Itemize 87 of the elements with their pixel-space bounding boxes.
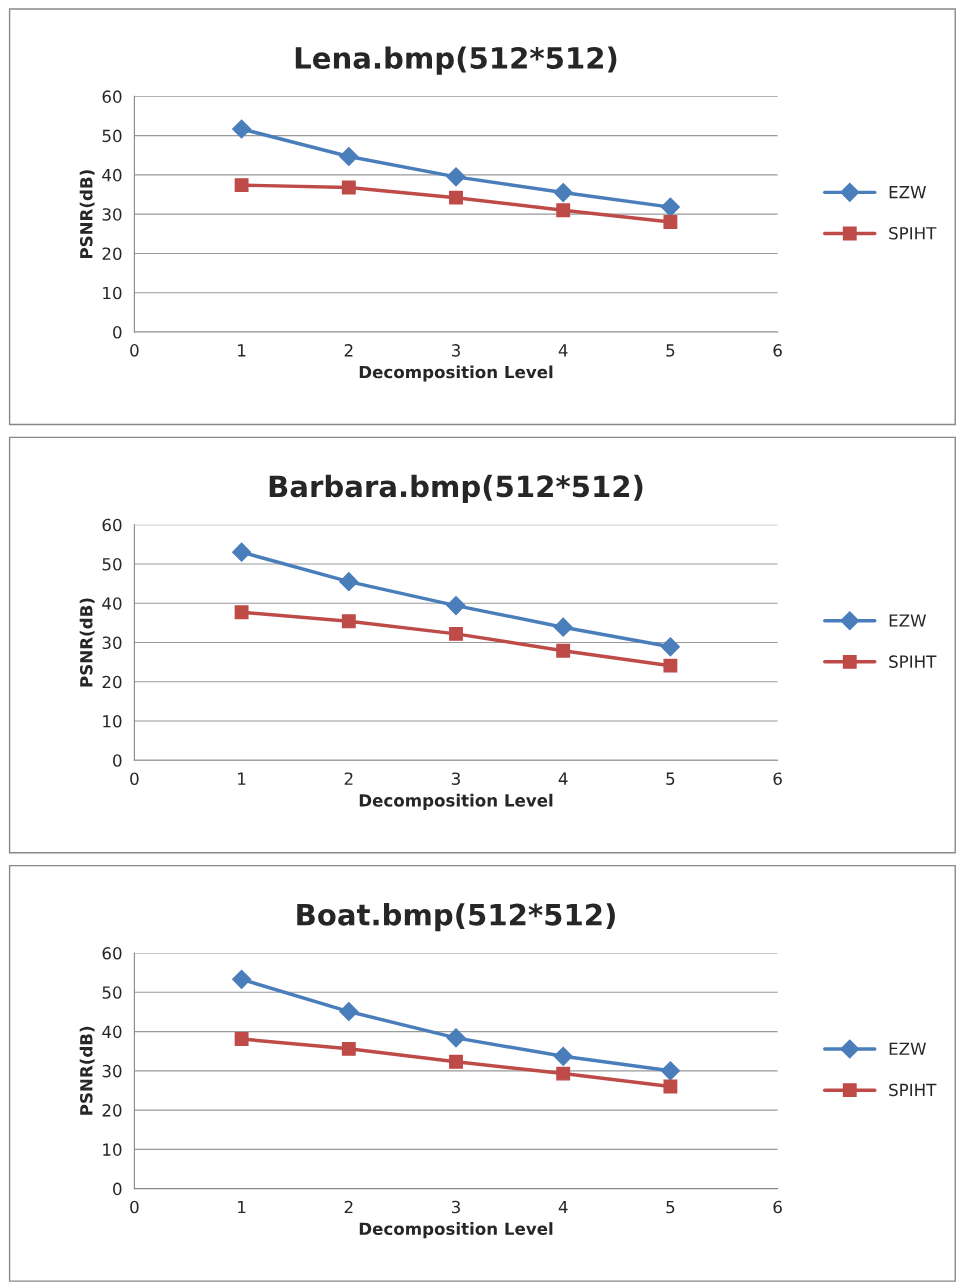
point — [663, 658, 678, 673]
y-tick-label: 10 — [103, 286, 122, 300]
point — [553, 1046, 573, 1066]
x-tick-label: 4 — [558, 344, 568, 357]
x-tick-label: 0 — [130, 1200, 139, 1214]
x-tick-label: 2 — [344, 1200, 353, 1214]
x-tick-label: 6 — [773, 1200, 782, 1214]
y-tick-label: 10 — [103, 714, 122, 728]
x-tick-label: 2 — [344, 344, 353, 357]
point — [234, 605, 249, 620]
y-axis-title: PSNR(dB) — [79, 1026, 95, 1115]
y-tick-label: 50 — [102, 986, 122, 999]
point — [553, 617, 573, 637]
point — [341, 180, 356, 195]
x-axis-title: Decomposition Level — [359, 1222, 553, 1239]
legend-label: EZW — [889, 186, 926, 199]
x-tick-label: 1 — [238, 772, 246, 785]
y-tick-label: 50 — [102, 557, 122, 571]
x-tick-label: 3 — [451, 1200, 460, 1214]
x-axis-title: Decomposition Level — [359, 365, 553, 382]
y-tick-label: 20 — [102, 247, 122, 260]
y-tick-label: 50 — [102, 129, 122, 143]
point — [556, 1066, 571, 1081]
x-axis-title: Decomposition Level — [359, 793, 553, 810]
x-tick-label: 1 — [238, 344, 246, 357]
point — [232, 969, 252, 989]
x-tick-label: 5 — [666, 344, 675, 357]
point — [553, 183, 573, 203]
x-tick-label: 2 — [344, 772, 353, 785]
y-tick-label: 30 — [102, 636, 122, 650]
y-tick-label: 20 — [102, 675, 122, 689]
x-tick-label: 5 — [666, 772, 675, 785]
legend-label: EZW — [889, 1042, 926, 1055]
y-axis-title: PSNR(dB) — [79, 170, 95, 259]
x-tick-label: 6 — [773, 772, 782, 785]
y-tick-label: 30 — [102, 1064, 122, 1078]
y-tick-label: 40 — [102, 168, 122, 182]
point — [449, 1054, 463, 1069]
legend-label: SPIHT — [889, 1083, 937, 1097]
y-tick-label: 0 — [113, 754, 122, 767]
point — [449, 626, 463, 641]
x-tick-label: 3 — [451, 344, 460, 357]
point — [660, 637, 680, 657]
y-tick-label: 0 — [113, 1182, 122, 1196]
chart-title: Barbara.bmp(512*512) — [269, 474, 643, 503]
legend-label: EZW — [889, 614, 926, 627]
point — [660, 197, 680, 217]
chart-title: Boat.bmp(512*512) — [297, 903, 615, 932]
point — [339, 1002, 359, 1022]
point — [446, 1028, 466, 1048]
point — [663, 1079, 678, 1094]
y-tick-label: 60 — [102, 518, 122, 532]
y-tick-label: 60 — [102, 947, 122, 960]
point — [663, 215, 678, 229]
y-axis-title: PSNR(dB) — [79, 598, 95, 687]
point — [556, 203, 571, 218]
y-tick-label: 10 — [103, 1143, 122, 1156]
x-tick-label: 5 — [666, 1200, 675, 1214]
x-tick-label: 4 — [558, 1200, 568, 1214]
point — [556, 643, 571, 658]
point — [446, 596, 466, 616]
y-tick-label: 40 — [102, 1025, 122, 1039]
y-tick-label: 30 — [102, 208, 122, 221]
y-tick-label: 40 — [102, 597, 122, 610]
x-tick-label: 4 — [558, 772, 568, 785]
point — [446, 167, 466, 187]
y-tick-label: 20 — [102, 1104, 122, 1117]
point — [232, 119, 252, 139]
legend-label: SPIHT — [889, 655, 937, 668]
chart-title: Lena.bmp(512*512) — [295, 46, 617, 75]
point — [339, 572, 359, 592]
y-tick-label: 60 — [102, 90, 122, 103]
point — [234, 1032, 249, 1046]
legend-label: SPIHT — [889, 226, 937, 240]
x-tick-label: 0 — [130, 344, 139, 357]
point — [449, 190, 463, 205]
y-tick-label: 0 — [113, 325, 122, 339]
x-tick-label: 6 — [773, 344, 782, 357]
point — [341, 1041, 356, 1056]
point — [234, 178, 249, 193]
point — [232, 542, 252, 562]
x-tick-label: 0 — [130, 772, 139, 785]
x-tick-label: 1 — [238, 1200, 246, 1214]
point — [339, 146, 359, 166]
point — [660, 1061, 680, 1081]
point — [341, 614, 356, 629]
x-tick-label: 3 — [451, 772, 460, 785]
